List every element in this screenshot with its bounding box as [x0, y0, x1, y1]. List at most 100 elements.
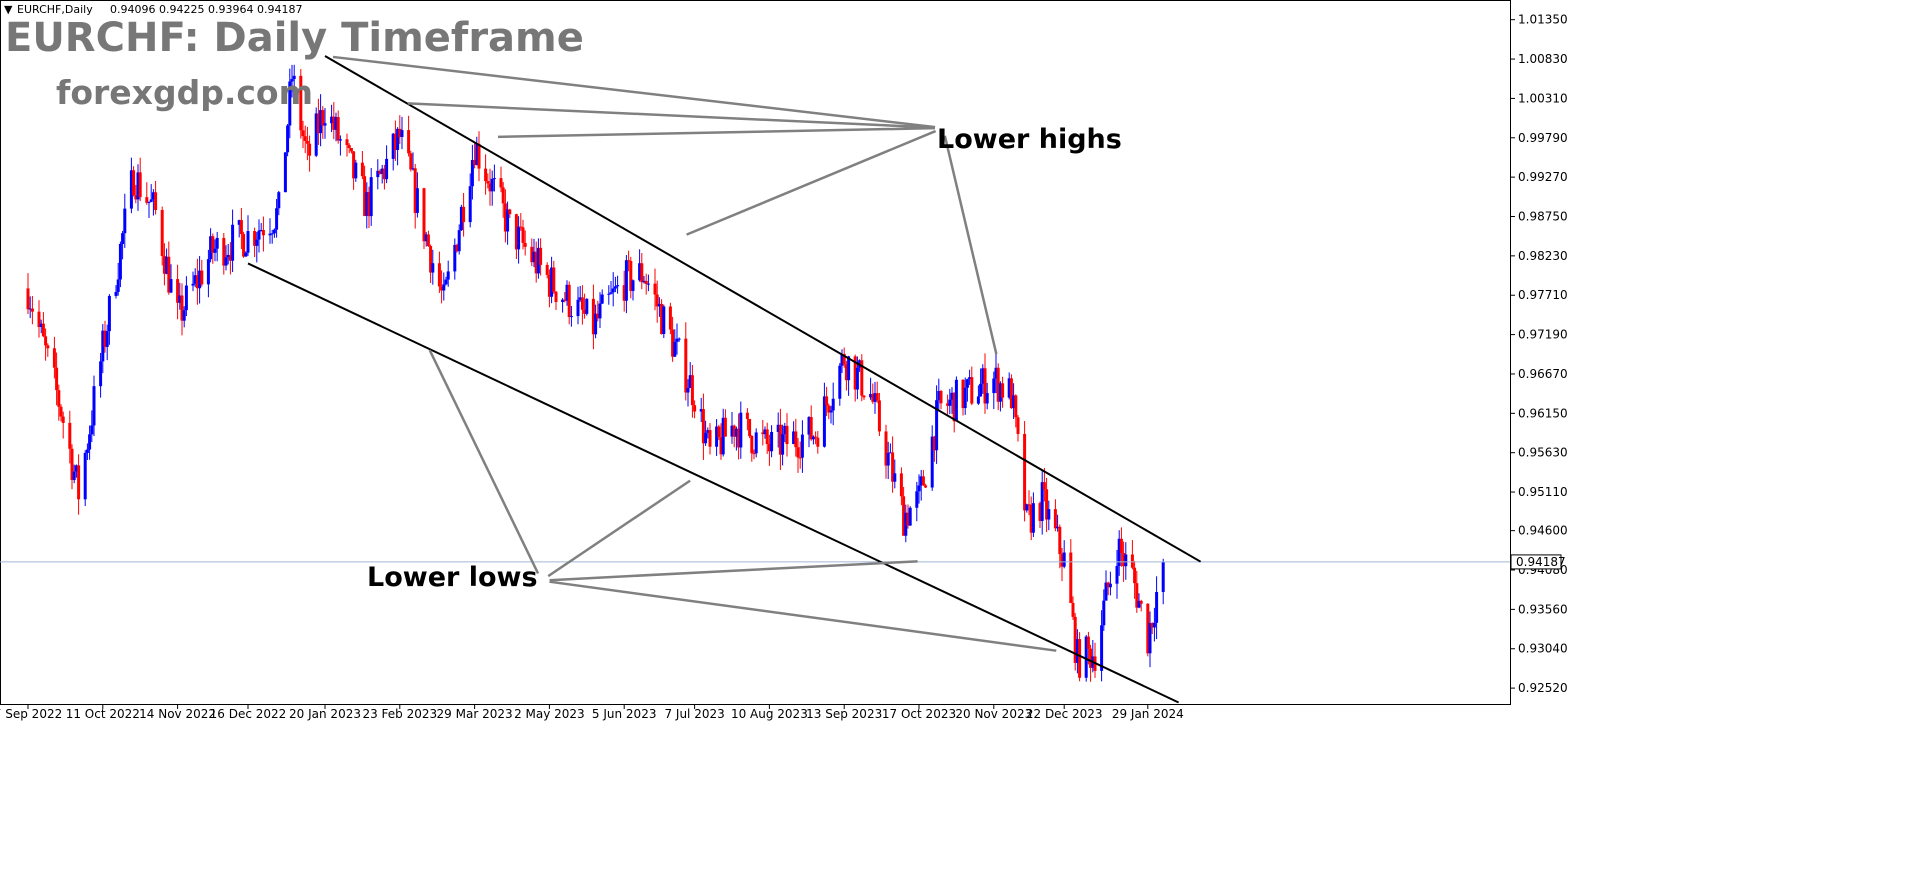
- candle-body: [517, 226, 521, 250]
- candle-body: [1058, 526, 1062, 555]
- candle-body: [30, 308, 34, 312]
- candle-body: [939, 391, 943, 404]
- candle-body: [534, 251, 538, 274]
- candle-body: [200, 270, 204, 285]
- candle-body: [930, 436, 934, 488]
- candle-body: [591, 298, 595, 335]
- candle-body: [855, 367, 859, 390]
- candle-body: [915, 491, 919, 508]
- candle-body: [261, 229, 265, 236]
- candle-body: [182, 310, 186, 321]
- candle-body: [301, 130, 305, 137]
- candle-body: [268, 233, 272, 236]
- candle-body: [437, 263, 441, 287]
- candle-body: [477, 143, 481, 169]
- candle-body: [468, 186, 472, 223]
- candle-body: [28, 308, 32, 310]
- x-tick-label: 20 Nov 2023: [955, 707, 1032, 721]
- candle-body: [580, 297, 584, 310]
- candle-body: [1106, 582, 1110, 588]
- y-tick-label: 0.96150: [1518, 406, 1568, 420]
- candle-body: [151, 192, 155, 200]
- candle-body: [272, 229, 276, 234]
- candle-body: [886, 453, 890, 466]
- current-price-text: 0.94187: [1516, 555, 1566, 569]
- candle-body: [41, 323, 45, 337]
- candle-body: [539, 247, 543, 265]
- overlay-group: [247, 55, 1202, 704]
- candle-body: [90, 425, 94, 435]
- y-tick-label: 0.96670: [1518, 367, 1568, 381]
- candle-body: [1117, 538, 1121, 567]
- candle-body: [952, 392, 956, 422]
- candle-body: [547, 274, 551, 297]
- candle-body: [473, 160, 477, 165]
- candle-body: [92, 386, 96, 426]
- candle-body: [415, 188, 419, 213]
- candle-body: [1062, 552, 1066, 567]
- candle-body: [1135, 583, 1139, 608]
- candle-body: [1056, 526, 1060, 529]
- symbol-menu-icon[interactable]: ▼: [4, 3, 13, 16]
- candle-body: [763, 429, 767, 435]
- candle-body: [569, 316, 573, 318]
- candle-body: [1130, 554, 1134, 568]
- candle-body: [908, 507, 912, 526]
- candle-body: [116, 279, 120, 292]
- candle-body: [719, 437, 723, 455]
- ohlc-values: 0.94096 0.94225 0.93964 0.94187: [110, 3, 302, 16]
- y-tick-label: 0.93040: [1518, 642, 1568, 656]
- candle-body: [429, 246, 433, 273]
- candle-body: [1115, 566, 1119, 584]
- candle-body: [330, 116, 334, 124]
- candle-body: [935, 400, 939, 451]
- candle-body: [154, 192, 158, 210]
- candle-body: [167, 256, 171, 293]
- candle-body: [244, 252, 248, 257]
- y-tick-label: 1.01350: [1518, 13, 1568, 27]
- x-tick-label: 23 Feb 2023: [362, 707, 437, 721]
- candle-body: [101, 330, 105, 362]
- candle-body: [1100, 625, 1104, 671]
- candle-body: [226, 254, 230, 258]
- lower-low-pointer: [549, 560, 918, 582]
- chart-title: EURCHF: Daily Timeframe: [5, 15, 584, 61]
- candle-body: [825, 396, 829, 406]
- candle-body: [781, 434, 785, 455]
- symbol-info: EURCHF,Daily: [17, 3, 93, 16]
- candle-body: [919, 476, 923, 486]
- candle-body: [1122, 552, 1126, 567]
- candle-body: [424, 234, 428, 242]
- x-tick-label: 20 Jan 2023: [289, 707, 361, 721]
- candle-body: [1040, 482, 1044, 521]
- candle-body: [607, 293, 611, 295]
- candle-body: [52, 348, 56, 368]
- candle-body: [530, 246, 534, 263]
- candle-body: [1042, 482, 1046, 490]
- candle-body: [688, 375, 692, 388]
- x-tick-label: 10 Aug 2023: [731, 707, 808, 721]
- candle-body: [407, 130, 411, 154]
- candle-body: [968, 377, 972, 380]
- candle-body: [184, 285, 188, 311]
- candle-body: [239, 220, 243, 235]
- candle-body: [1075, 639, 1079, 663]
- candle-body: [831, 398, 835, 411]
- candle-body: [629, 260, 633, 291]
- candle-body: [963, 387, 967, 409]
- candle-body: [195, 275, 199, 289]
- plot-frame: [0, 0, 1511, 705]
- x-tick-label: 7 Sep 2022: [0, 707, 62, 721]
- candle-body: [409, 153, 413, 170]
- candle-body: [1150, 623, 1154, 628]
- candle-body: [503, 203, 507, 232]
- candle-body: [640, 263, 644, 283]
- candle-body: [1104, 582, 1108, 601]
- candle-body: [222, 237, 226, 266]
- candle-body: [1031, 503, 1035, 533]
- candle-body: [877, 400, 881, 432]
- y-tick-label: 0.97190: [1518, 328, 1568, 342]
- candle-body: [1045, 489, 1049, 520]
- x-tick-label: 17 Oct 2023: [882, 707, 956, 721]
- candle-body: [347, 145, 351, 148]
